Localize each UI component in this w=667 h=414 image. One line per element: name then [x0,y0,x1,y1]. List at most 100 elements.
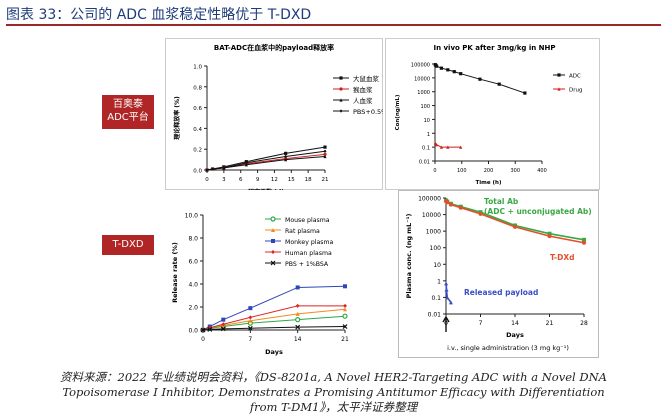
x-tick-label: 300 [510,168,520,174]
legend-label: Mouse plasma [285,217,330,224]
legend-marker [339,109,343,113]
figure-title: 图表 33：公司的 ADC 血浆稳定性略优于 T-DXD [6,4,661,26]
x-tick-label: 200 [484,168,494,174]
data-point [207,327,213,332]
chart-nhp-pk: In vivo PK after 3mg/kg in NHP 0.01 0.1 1 10… [385,38,600,190]
legend-label: Monkey plasma [285,239,334,246]
data-point [323,154,327,159]
legend-label: Drug [569,88,582,94]
legend-label: PBS+0.5%BSA [353,108,383,116]
x-tick-label: 21 [322,177,329,183]
y-tick-label: 10000 [414,76,430,82]
data-point [435,143,439,147]
annotation-total-ab: Total Ab [484,197,519,206]
x-tick-label: 0 [205,177,209,183]
y-tick-label: 0.1 [422,146,430,152]
y-tick-label: 4.0 [188,282,198,289]
y-tick-label: 2.0 [188,305,198,312]
y-axis-title: 理论释放率 (%) [173,96,181,140]
annotation-dosing: i.v., single administration (3 mg kg⁻¹) [447,344,569,352]
x-tick-label: 18 [305,177,312,183]
data-point [478,211,483,216]
data-point [244,161,248,165]
y-tick-label: 0.8 [193,85,202,91]
x-axis-title: 研究天数 (d) [248,188,284,190]
data-point [497,82,501,86]
data-point [295,285,300,290]
y-tick-label: 0.0 [188,328,198,335]
y-tick-label: 100 [430,245,442,252]
data-point [342,324,348,329]
data-point [207,325,212,330]
source-note: 资料来源：2022 年业绩说明会资料，《DS-8201a, A Novel HE… [0,370,667,414]
data-point [221,322,226,327]
data-point [439,145,444,149]
dosing-arrow [442,315,450,332]
data-point [446,68,450,72]
y-tick-label: 1 [427,132,430,138]
source-line-2: Topoisomerase I Inhibitor, Demonstrates … [62,385,605,399]
label-bottom: T-DXD [102,235,154,255]
data-point [433,141,437,145]
data-point [248,315,253,320]
legend-marker [271,239,275,243]
data-point [295,311,300,316]
legend-marker [557,73,561,77]
chart-tdxd-release: 0.0 2.0 4.0 6.0 8.0 10.0 0 7 14 21 Days Release rat… [171,213,349,357]
y-tick-label: 6.0 [188,259,198,266]
x-tick-label: 14 [294,336,302,343]
legend-marker [271,250,275,254]
data-point [211,167,215,171]
data-point [547,231,552,236]
series-line [202,326,346,331]
y-tick-label: 1 [437,278,441,285]
data-point [448,300,453,305]
y-tick-label: 10 [433,262,441,269]
data-point [200,327,206,333]
data-point [459,72,463,76]
chart-title: BAT-ADC在血浆中的payload释放率 [214,43,334,52]
data-point [343,284,347,289]
data-point [248,318,253,323]
y-axis-title: Con(ng/mL) [395,94,401,130]
data-point [284,151,288,155]
y-tick-label: 100000 [418,196,441,203]
data-point [582,240,586,245]
data-point [444,287,449,292]
legend-label: Human plasma [285,250,332,257]
data-point [435,64,439,68]
x-tick-label: 21 [341,336,349,343]
data-point [523,91,527,95]
x-tick-label: 0 [433,168,436,174]
data-point [459,145,463,149]
legend-label: ADC [569,74,581,80]
legend-label: 大鼠血浆 [353,74,380,83]
data-point [222,166,226,170]
source-line-3: from T-DM1》，太平洋证券整理 [249,400,418,414]
y-tick-label: 0.6 [193,106,202,112]
x-axis-title: Days [265,348,283,356]
y-tick-label: 0.0 [193,169,202,175]
x-tick-label: 9 [256,177,260,183]
y-tick-label: 1000 [426,229,441,236]
x-tick-label: 21 [546,320,554,327]
y-tick-label: 100000 [411,63,430,69]
x-axis-title: Time (h) [476,180,502,186]
chart-title: In vivo PK after 3mg/kg in NHP [433,44,555,52]
data-point [343,307,347,312]
data-point [221,317,226,322]
data-point [295,303,300,308]
y-axis-title: Release rate (%) [171,242,179,303]
chart-frame [385,38,600,190]
y-tick-label: 1000 [417,90,430,96]
data-point [458,205,463,210]
data-point [244,163,248,167]
data-point [452,70,456,74]
x-tick-label: 7 [479,320,483,327]
x-tick-label: 14 [511,320,519,327]
x-tick-label: 100 [457,168,467,174]
legend-marker [271,228,275,232]
x-tick-label: 28 [580,320,588,327]
x-tick-label: 0 [201,336,205,343]
